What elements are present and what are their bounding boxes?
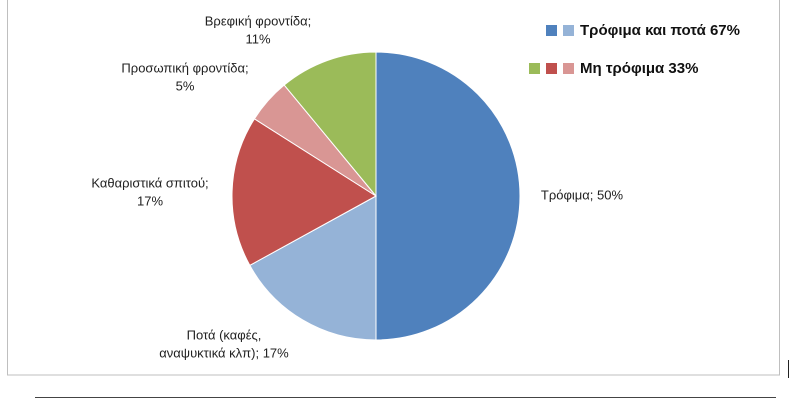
pie-slice: [283, 51, 377, 198]
pie-slice: [231, 118, 377, 267]
legend-swatch: [546, 25, 557, 36]
legend-swatch: [529, 63, 540, 74]
data-label: Προσωπική φροντίδα;: [121, 60, 248, 75]
data-label: Καθαριστικά σπιτού;: [91, 175, 208, 190]
legend-swatch: [563, 25, 574, 36]
legend-label: Μη τρόφιμα 33%: [580, 60, 698, 77]
data-label: Τρόφιμα; 50%: [541, 187, 624, 202]
data-label: Ποτά (καφές,: [187, 327, 262, 342]
data-label: 17%: [137, 193, 163, 208]
legend-swatch: [563, 63, 574, 74]
legend-label: Τρόφιμα και ποτά 67%: [580, 22, 740, 39]
data-label: 5%: [176, 78, 195, 93]
data-label: Βρεφική φροντίδα;: [205, 13, 311, 28]
data-label: αναψυκτικά κλπ); 17%: [159, 345, 289, 360]
pie-slice: [249, 195, 377, 341]
chart-frame: [7, 0, 780, 376]
legend-swatch: [546, 63, 557, 74]
pie-slice: [375, 51, 521, 341]
data-label: 11%: [245, 31, 270, 46]
